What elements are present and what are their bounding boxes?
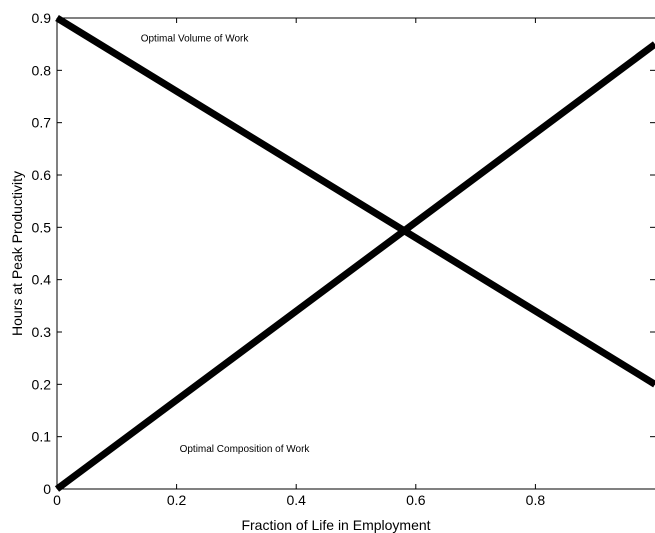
- x-tick-label: 0.4: [286, 492, 306, 508]
- series: [54, 15, 655, 492]
- y-tick-label: 0: [43, 481, 51, 497]
- axes: [56, 17, 655, 490]
- y-tick-label: 0.1: [32, 429, 52, 445]
- x-axis-label: Fraction of Life in Employment: [241, 517, 430, 533]
- series-line-2: [54, 41, 655, 492]
- y-tick-label: 0.8: [32, 62, 52, 78]
- annotation-2: Optimal Composition of Work: [180, 444, 311, 455]
- y-tick-label: 0.2: [32, 376, 52, 392]
- y-tick-label: 0.5: [32, 219, 52, 235]
- y-tick-label: 0.6: [32, 167, 52, 183]
- y-tick-label: 0.3: [32, 324, 52, 340]
- x-tick-label: 0.6: [406, 492, 426, 508]
- x-tick-label: 0.8: [526, 492, 546, 508]
- y-tick-label: 0.4: [32, 272, 52, 288]
- x-tick-label: 0: [53, 492, 61, 508]
- y-tick-label: 0.9: [32, 10, 52, 26]
- series-line-1: [55, 15, 655, 388]
- y-tick-label: 0.7: [32, 115, 52, 131]
- annotation-1: Optimal Volume of Work: [141, 34, 250, 45]
- ticks: 0 0.1 0.2 0.3 0.4 0.5 0.6 0.7 0.8 0.9 0 0.2 0.4 0.6 0.…: [32, 10, 655, 508]
- y-axis-label: Hours at Peak Productivity: [9, 171, 25, 336]
- annotations: Optimal Volume of Work Optimal Compositio…: [141, 34, 311, 455]
- x-tick-label: 0.2: [167, 492, 187, 508]
